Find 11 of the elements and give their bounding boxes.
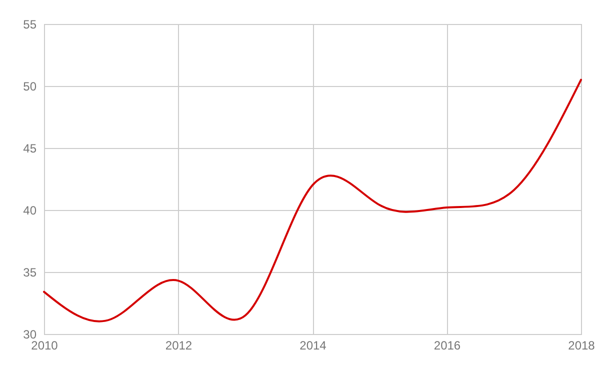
- y-tick-label: 45: [23, 142, 37, 156]
- x-tick-label: 2016: [434, 338, 461, 352]
- x-tick-label: 2012: [165, 338, 192, 352]
- y-tick-label: 35: [23, 266, 37, 280]
- y-tick-label: 50: [23, 80, 37, 94]
- y-tick-label: 40: [23, 204, 37, 218]
- y-tick-label: 55: [23, 18, 37, 32]
- x-tick-label: 2010: [31, 338, 58, 352]
- x-tick-label: 2014: [300, 338, 327, 352]
- y-tick-label: 30: [23, 328, 37, 342]
- x-tick-label: 2018: [568, 338, 596, 352]
